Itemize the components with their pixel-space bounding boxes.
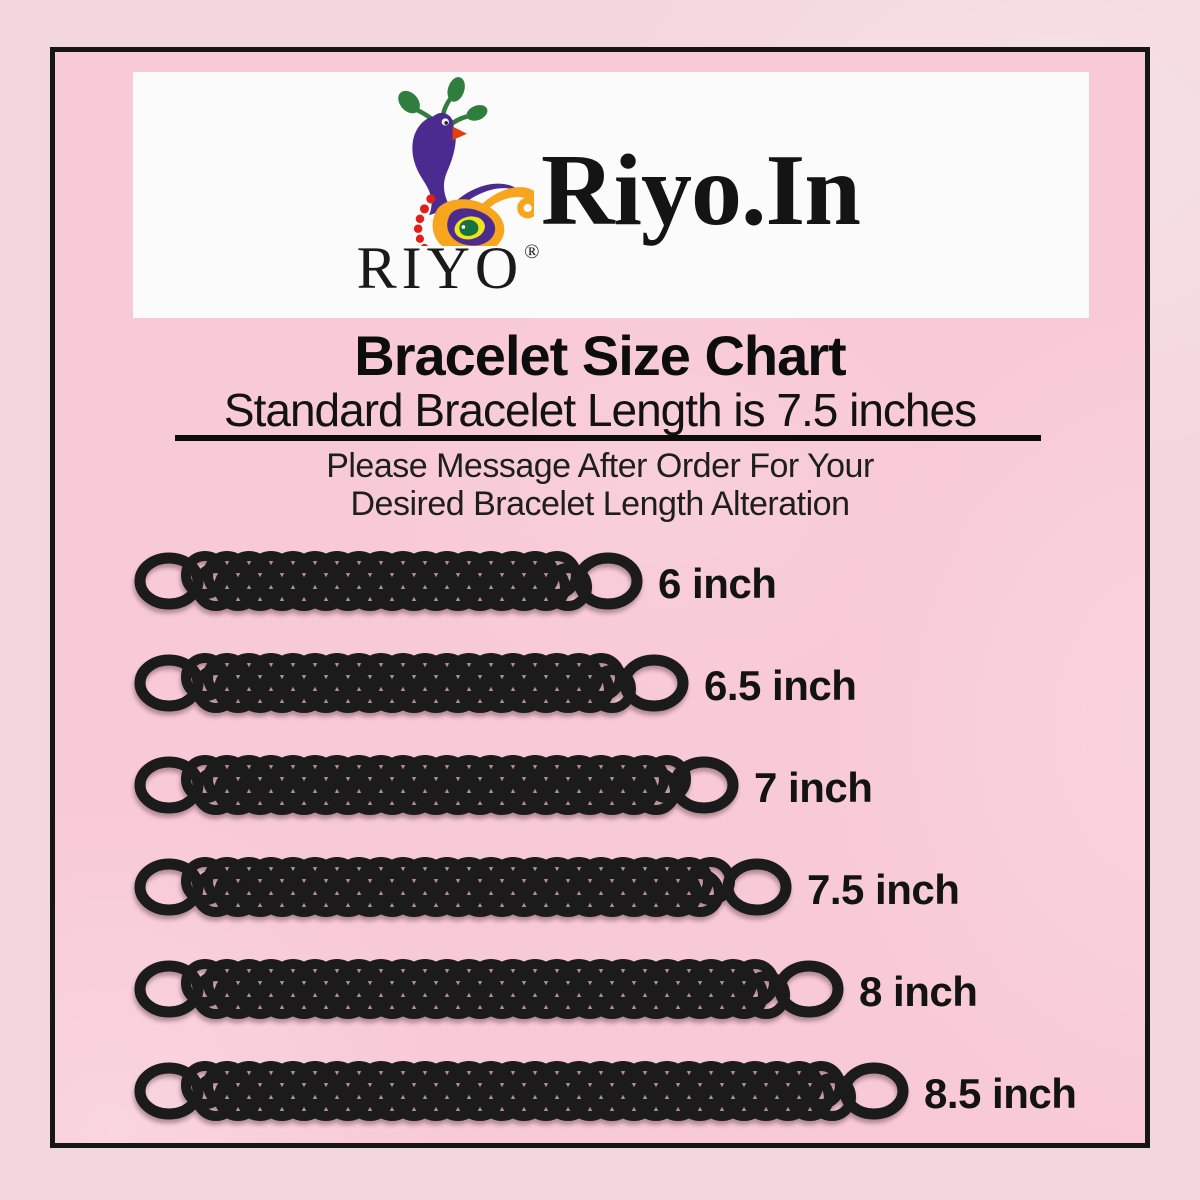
size-label: 7.5 inch <box>807 866 960 913</box>
chain-illustration <box>133 753 740 817</box>
logo-wordmark-text: RIYO <box>356 235 524 301</box>
peacock-logo-icon <box>398 77 534 246</box>
note-line-1: Please Message After Order For Your <box>326 447 874 485</box>
size-label: 6.5 inch <box>704 662 857 709</box>
size-rows: 6 inch 6.5 inch 7 inch 7.5 inch 8 inch 8… <box>133 530 1133 1142</box>
size-row-7-inch: 7 inch <box>133 734 1133 836</box>
chain-illustration <box>133 855 793 919</box>
brand-name: Riyo.In <box>541 133 861 247</box>
inner-frame: RIYO® Riyo.In Bracelet Size Chart Standa… <box>50 47 1150 1148</box>
size-label: 8 inch <box>859 968 978 1015</box>
note-line-2: Desired Bracelet Length Alteration <box>350 485 850 523</box>
brand-header: RIYO® Riyo.In <box>133 72 1089 318</box>
divider-line <box>175 435 1041 441</box>
logo-wordmark: RIYO® <box>357 238 540 298</box>
size-row-8-5-inch: 8.5 inch <box>133 1040 1133 1142</box>
registered-trademark-icon: ® <box>524 241 540 263</box>
riyo-logo: RIYO® <box>338 74 558 316</box>
page-title: Bracelet Size Chart <box>354 324 846 387</box>
chain-illustration <box>133 1059 910 1123</box>
page-subtitle: Standard Bracelet Length is 7.5 inches <box>223 384 977 436</box>
size-row-7-5-inch: 7.5 inch <box>133 836 1133 938</box>
chain-illustration <box>133 549 644 613</box>
size-label: 6 inch <box>658 560 777 607</box>
size-row-8-inch: 8 inch <box>133 938 1133 1040</box>
chain-illustration <box>133 957 845 1021</box>
size-row-6-inch: 6 inch <box>133 530 1133 632</box>
size-label: 7 inch <box>754 764 873 811</box>
size-row-6-5-inch: 6.5 inch <box>133 632 1133 734</box>
chain-illustration <box>133 651 690 715</box>
size-label: 8.5 inch <box>924 1070 1077 1117</box>
